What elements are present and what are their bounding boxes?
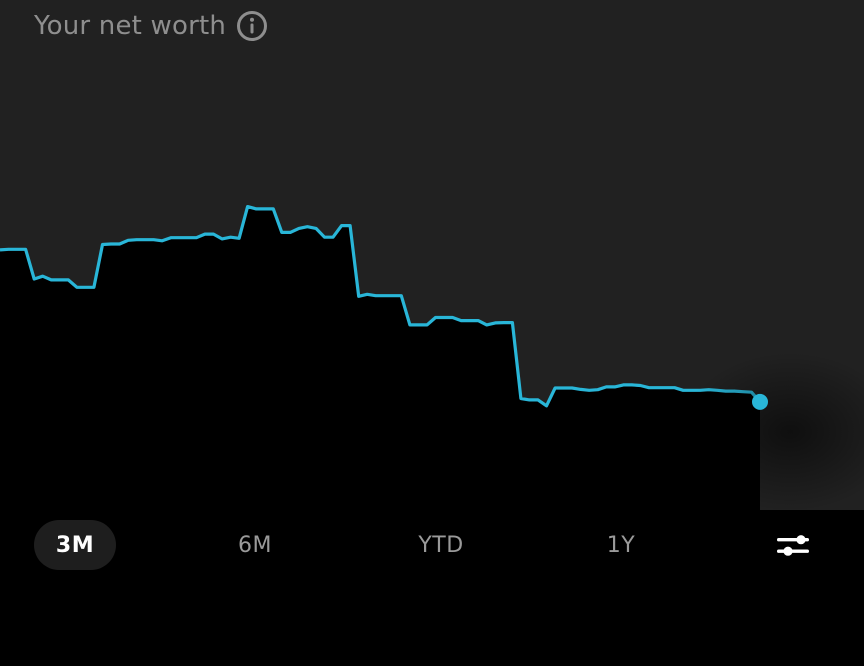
- net-worth-series-line: [0, 205, 762, 408]
- range-1y-label: 1Y: [606, 532, 636, 558]
- range-ytd-label: YTD: [418, 532, 464, 558]
- net-worth-chart[interactable]: [0, 0, 864, 510]
- chart-area-fill: [0, 206, 760, 510]
- info-icon[interactable]: [236, 10, 268, 42]
- range-1y-button[interactable]: 1Y: [580, 520, 662, 570]
- range-3m-button[interactable]: 3M: [34, 520, 116, 570]
- time-range-selector: 3M 6M YTD 1Y: [0, 520, 864, 574]
- range-ytd-button[interactable]: YTD: [400, 520, 482, 570]
- page-title: Your net worth: [34, 11, 227, 41]
- net-worth-chart-svg: [0, 205, 864, 510]
- net-worth-header: Your net worth: [34, 8, 268, 44]
- range-3m-label: 3M: [55, 532, 95, 558]
- range-6m-button[interactable]: 6M: [214, 520, 296, 570]
- range-6m-label: 6M: [238, 532, 272, 558]
- sliders-icon[interactable]: [774, 524, 812, 566]
- end-point-glow: [680, 351, 864, 510]
- end-point-marker: [752, 393, 768, 410]
